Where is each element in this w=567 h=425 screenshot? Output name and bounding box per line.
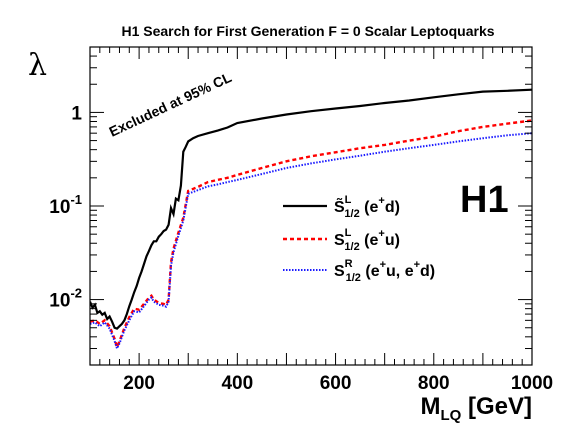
x-axis-label: MLQ [GeV]	[420, 393, 532, 424]
series-line-1	[90, 88, 532, 330]
x-tick-label: 200	[123, 373, 155, 394]
y-tick-label: 10-2	[49, 286, 82, 312]
chart-title: H1 Search for First Generation F = 0 Sca…	[121, 23, 494, 39]
x-tick-label: 1000	[511, 373, 553, 394]
y-tick-label: 10-1	[49, 192, 82, 218]
legend-label-1: S̃L 1/2 (e+d)	[334, 194, 400, 220]
x-tick-label: 600	[320, 373, 352, 394]
excluded-annotation: Excluded at 95% CL	[107, 69, 235, 140]
x-tick-label: 800	[418, 373, 450, 394]
x-axis-label-unit: [GeV]	[461, 393, 532, 420]
y-axis-label: λ	[28, 48, 47, 83]
legend: S̃L 1/2 (e+d) SL 1/2 (e+u) SR 1/2 (e+u, e+d)	[283, 194, 435, 284]
h1-logo: H1	[460, 179, 509, 221]
x-tick-label: 400	[221, 373, 253, 394]
series-line-3	[90, 132, 532, 352]
y-tick-label: 1	[71, 103, 82, 124]
x-axis-label-sub: LQ	[440, 407, 461, 424]
x-axis-label-main: M	[420, 393, 440, 420]
series-line-2	[90, 119, 532, 351]
legend-label-3: SR 1/2 (e+u, e+d)	[334, 258, 435, 284]
legend-label-2: SL 1/2 (e+u)	[334, 227, 400, 253]
